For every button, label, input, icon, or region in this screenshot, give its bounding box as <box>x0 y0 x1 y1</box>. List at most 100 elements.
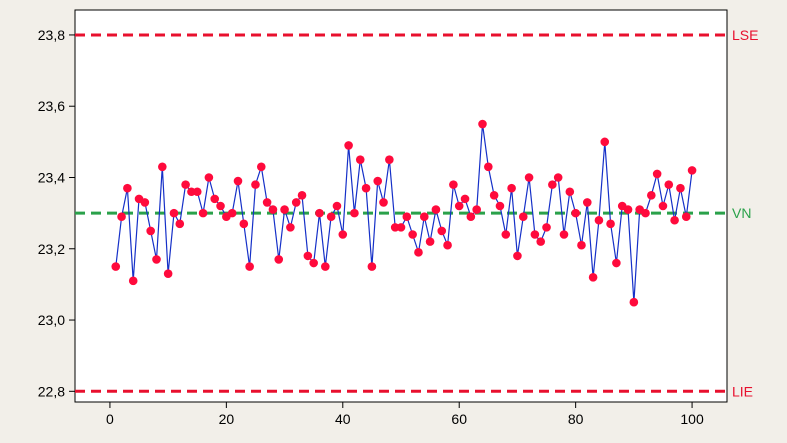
data-point <box>123 183 132 193</box>
data-point <box>565 187 575 197</box>
data-point <box>681 212 691 221</box>
data-point <box>431 205 441 214</box>
x-tick-label: 100 <box>680 411 704 427</box>
data-point <box>658 201 668 211</box>
data-point <box>542 223 551 232</box>
y-tick-label: 22,8 <box>38 383 65 399</box>
data-point <box>355 155 365 164</box>
data-point <box>385 155 394 164</box>
data-point <box>501 230 511 239</box>
data-point <box>181 180 190 189</box>
data-point <box>460 194 470 204</box>
data-point <box>577 240 586 250</box>
x-tick-label: 60 <box>451 411 467 427</box>
data-point <box>408 230 417 239</box>
data-point <box>239 219 249 229</box>
x-tick-label: 20 <box>219 411 235 427</box>
data-point <box>466 212 476 221</box>
data-point <box>664 180 674 189</box>
data-point <box>425 237 435 246</box>
data-point <box>338 230 348 239</box>
data-point <box>251 180 260 189</box>
data-point <box>274 255 284 264</box>
data-point <box>163 269 173 279</box>
data-point <box>670 215 679 225</box>
series-line <box>115 123 693 303</box>
data-point <box>280 205 289 214</box>
data-point <box>367 262 377 271</box>
y-tick-label: 23,8 <box>38 27 65 43</box>
data-point <box>321 262 330 271</box>
data-point <box>652 169 662 179</box>
tick-labels: 22,8 23,0 23,2 23,4 23,6 23,8 0 20 40 60 80 100 <box>38 27 704 427</box>
data-point <box>676 183 685 193</box>
data-point <box>309 258 318 268</box>
x-tick-label: 0 <box>106 411 114 427</box>
data-point <box>350 208 359 218</box>
data-point <box>507 183 516 193</box>
data-point <box>297 191 307 200</box>
data-point <box>524 173 534 182</box>
data-point <box>478 119 487 129</box>
tick-marks <box>69 34 693 408</box>
data-point <box>332 201 342 211</box>
data-point <box>256 162 266 172</box>
data-point <box>262 198 272 207</box>
data-point <box>233 176 243 186</box>
data-point <box>128 276 138 286</box>
data-point <box>629 297 639 307</box>
data-point <box>484 162 493 172</box>
data-point <box>623 205 633 214</box>
y-tick-label: 23,0 <box>38 312 65 328</box>
data-point <box>489 191 499 200</box>
y-tick-label: 23,4 <box>38 169 65 185</box>
data-point <box>600 137 610 147</box>
data-point <box>216 201 225 211</box>
data-point <box>117 212 126 221</box>
data-point <box>146 226 155 236</box>
data-point <box>513 251 522 261</box>
data-point <box>192 187 202 197</box>
data-point <box>687 166 697 175</box>
data-point <box>582 198 592 207</box>
data-point <box>158 162 167 172</box>
data-point <box>449 180 458 189</box>
data-point <box>454 201 464 211</box>
data-point <box>344 141 353 150</box>
data-point <box>641 208 650 218</box>
data-point <box>291 198 301 207</box>
data-point <box>326 212 336 221</box>
data-point <box>303 251 313 261</box>
data-point <box>204 173 214 182</box>
data-point <box>373 176 383 186</box>
data-point <box>588 272 598 282</box>
series-group <box>111 119 697 307</box>
data-point <box>210 194 220 204</box>
data-point <box>419 212 429 221</box>
data-point <box>495 201 505 211</box>
data-point <box>606 219 615 229</box>
data-point <box>152 255 161 264</box>
data-point <box>175 219 185 229</box>
data-point <box>402 212 412 221</box>
data-point <box>443 240 452 250</box>
data-point <box>553 173 563 182</box>
reference-line-labels: LSE VN LIE <box>732 27 758 399</box>
y-tick-label: 23,2 <box>38 241 65 257</box>
data-point <box>612 258 621 268</box>
data-point <box>140 198 150 207</box>
data-point <box>227 208 237 218</box>
data-point <box>536 237 546 246</box>
data-point <box>414 248 423 257</box>
data-point <box>111 262 121 271</box>
reference-line-label-lse: LSE <box>732 27 758 43</box>
data-point <box>169 208 179 218</box>
data-point <box>379 198 388 207</box>
data-point <box>559 230 569 239</box>
data-point <box>594 215 604 225</box>
y-tick-label: 23,6 <box>38 98 65 114</box>
data-point <box>518 212 528 221</box>
x-tick-label: 40 <box>335 411 351 427</box>
